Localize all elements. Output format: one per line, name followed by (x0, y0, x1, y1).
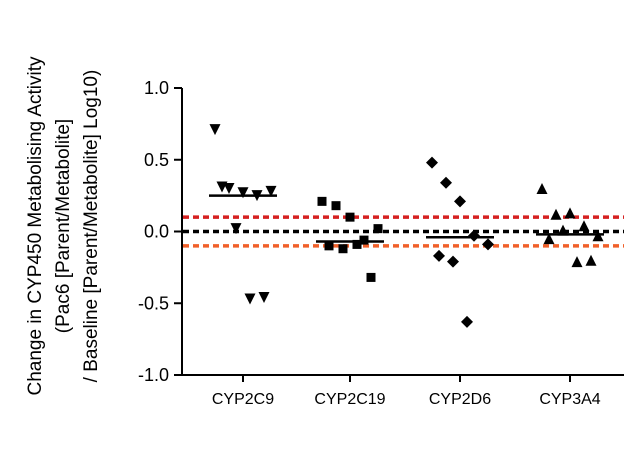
triangle-up-marker (592, 230, 604, 242)
x-tick-label: CYP2C9 (212, 391, 274, 408)
triangle-down-marker (209, 124, 221, 136)
triangle-up-marker (557, 224, 569, 236)
y-tick-label: -1.0 (138, 365, 169, 385)
diamond-marker (447, 255, 459, 268)
diamond-marker (433, 249, 445, 262)
y-axis-title-line-1: Change in CYP450 Metabolising Activity (25, 56, 46, 396)
triangle-down-marker (258, 292, 270, 304)
diamond-marker (440, 176, 452, 189)
mean-lines (209, 194, 604, 243)
diamond-marker (461, 315, 473, 328)
reference-lines (183, 215, 624, 248)
triangle-down-marker (244, 293, 256, 305)
y-axis-title-line-3: / Baseline [Parent/Metabolite] Log10) (81, 70, 102, 383)
triangle-up-marker (571, 256, 583, 268)
triangle-up-marker (543, 233, 555, 245)
square-marker (352, 239, 362, 249)
y-tick-label: 0.0 (144, 222, 169, 242)
triangle-up-marker (585, 254, 597, 266)
square-marker (359, 235, 369, 245)
square-marker (331, 201, 341, 211)
y-tick-label: 0.5 (144, 150, 169, 170)
triangle-down-marker (265, 185, 277, 197)
square-marker (324, 241, 334, 251)
y-axis-title: Change in CYP450 Metabolising Activity (… (25, 56, 102, 396)
diamond-marker (454, 195, 466, 208)
y-axis-title-line-2: (Pac6 [Parent/Metabolite] (53, 119, 74, 333)
diamond-marker (482, 238, 494, 251)
square-marker (338, 244, 348, 254)
y-tick-label: 1.0 (144, 78, 169, 98)
triangle-up-marker (578, 220, 590, 232)
triangle-up-marker (564, 207, 576, 219)
triangle-down-marker (230, 223, 242, 235)
square-marker (373, 224, 383, 234)
x-tick-label: CYP2C19 (314, 391, 385, 408)
diamond-marker (426, 156, 438, 169)
square-marker (345, 212, 355, 222)
x-tick-label: CYP2D6 (429, 391, 491, 408)
triangle-up-marker (550, 208, 562, 220)
triangle-up-marker (536, 182, 548, 194)
triangle-down-marker (216, 181, 228, 193)
data-points (209, 124, 604, 328)
square-marker (366, 272, 376, 282)
y-tick-label: -0.5 (138, 293, 169, 313)
triangle-down-marker (237, 187, 249, 199)
triangle-down-marker (223, 182, 235, 194)
x-tick-label: CYP3A4 (539, 391, 600, 408)
axes: 1.0 0.5 0.0 -0.5 -1.0 CYP2C9 CYP2C19 CYP2D6 CYP3… (138, 78, 624, 408)
diamond-marker (468, 229, 480, 242)
square-marker (317, 196, 327, 206)
